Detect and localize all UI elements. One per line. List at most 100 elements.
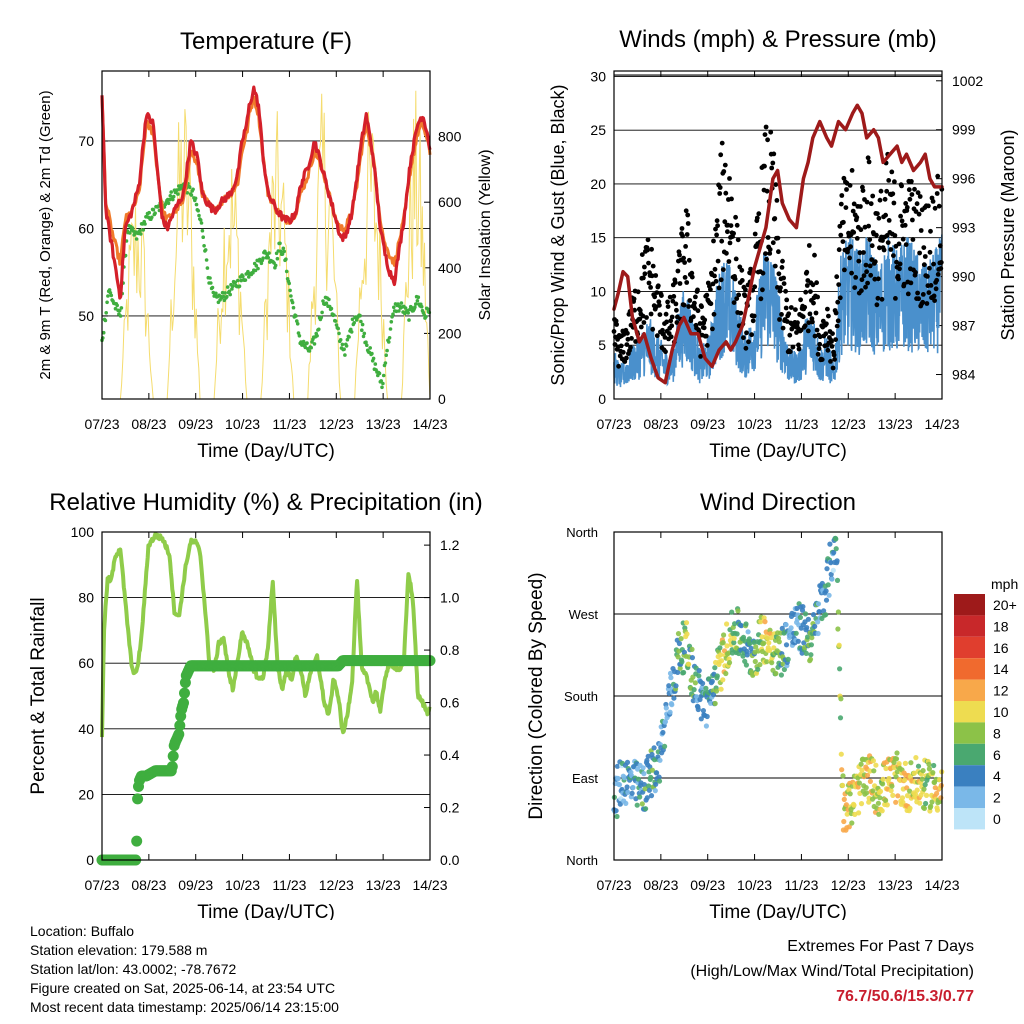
gust-point <box>693 294 698 300</box>
direction-point <box>849 820 855 826</box>
direction-point <box>803 650 809 657</box>
precip-point <box>179 687 190 699</box>
direction-point <box>938 795 944 801</box>
gust-point <box>875 295 881 301</box>
gust-point <box>638 324 644 330</box>
gust-point <box>741 335 746 341</box>
gust-point <box>909 179 914 184</box>
direction-point <box>738 623 745 629</box>
gust-point <box>684 232 690 237</box>
direction-point <box>624 784 630 790</box>
gust-point <box>930 199 936 204</box>
direction-point <box>816 609 823 615</box>
gust-point <box>731 300 737 305</box>
direction-point <box>614 813 620 820</box>
gust-point <box>863 262 869 268</box>
dewpoint-point <box>377 371 382 376</box>
dewpoint-point <box>413 305 417 310</box>
gust-point <box>645 247 650 253</box>
gust-point <box>746 339 751 345</box>
direction-point <box>805 634 811 640</box>
dewpoint-point <box>104 311 108 315</box>
dewpoint-point <box>359 319 363 324</box>
gust-point <box>806 243 812 248</box>
direction-point <box>928 803 934 809</box>
gust-point <box>728 223 734 229</box>
gust-point <box>893 296 898 301</box>
gust-point <box>932 298 937 303</box>
gust-point <box>841 175 847 181</box>
gust-point <box>883 212 888 218</box>
direction-point <box>808 642 815 648</box>
colorbar-swatch <box>954 701 985 723</box>
x-tick-label: 10/23 <box>737 416 772 432</box>
gust-point <box>869 257 875 262</box>
gust-point <box>898 213 903 219</box>
gust-point <box>780 258 785 264</box>
gust-point <box>833 310 839 316</box>
gust-point <box>739 278 745 283</box>
colorbar-swatch <box>954 765 985 787</box>
direction-point <box>824 566 830 572</box>
direction-point <box>640 765 646 771</box>
gust-point <box>861 273 867 279</box>
gust-point <box>798 297 803 303</box>
direction-point <box>644 757 650 764</box>
dewpoint-point <box>295 322 300 326</box>
colorbar-label: 12 <box>993 683 1009 699</box>
dewpoint-point <box>419 304 424 309</box>
dewpoint-point <box>205 266 210 270</box>
gust-point <box>897 261 903 267</box>
gust-point <box>744 330 749 336</box>
gust-point <box>715 258 721 264</box>
gust-point <box>683 208 689 214</box>
colorbar-swatch <box>954 658 985 680</box>
dewpoint-point <box>171 197 175 202</box>
dewpoint-point <box>282 249 287 254</box>
gust-point <box>924 301 930 306</box>
direction-point <box>684 631 690 637</box>
dewpoint-point <box>343 353 347 357</box>
gust-point <box>906 187 912 193</box>
gust-point <box>683 244 688 249</box>
direction-point <box>808 652 814 658</box>
dewpoint-point <box>389 320 394 324</box>
x-tick-label: 07/23 <box>596 877 631 893</box>
gust-point <box>796 346 802 352</box>
direction-point <box>649 767 656 773</box>
direction-point <box>654 770 660 776</box>
gust-point <box>654 290 660 295</box>
gust-point <box>721 169 727 174</box>
gust-point <box>614 322 619 327</box>
dewpoint-point <box>261 256 265 261</box>
gust-point <box>652 294 658 300</box>
direction-point <box>767 631 774 637</box>
direction-point <box>718 652 724 658</box>
direction-point <box>764 659 770 665</box>
x-tick-label: 12/23 <box>831 877 866 893</box>
gust-point <box>681 302 687 308</box>
dewpoint-point <box>424 315 428 319</box>
direction-point <box>753 670 760 676</box>
gust-point <box>774 198 780 203</box>
gust-point <box>784 297 790 303</box>
precip-point <box>173 728 185 740</box>
dewpoint-point <box>187 185 192 189</box>
gust-point <box>760 270 766 276</box>
dewpoint-point <box>278 241 282 246</box>
dewpoint-point <box>253 268 258 273</box>
gust-point <box>843 205 849 211</box>
gust-point <box>928 228 933 234</box>
gust-point <box>918 228 924 233</box>
gust-point <box>771 151 777 157</box>
gust-point <box>711 311 717 317</box>
direction-point <box>838 751 844 757</box>
x-tick-label: 07/23 <box>84 416 119 432</box>
colorbar-label: 4 <box>993 768 1001 784</box>
direction-point <box>692 680 699 686</box>
solar-insolation-trace <box>213 168 248 400</box>
x-axis-label: Time (Day/UTC) <box>197 441 335 462</box>
direction-point <box>922 782 928 788</box>
gust-point <box>903 242 909 248</box>
direction-point <box>873 762 879 768</box>
